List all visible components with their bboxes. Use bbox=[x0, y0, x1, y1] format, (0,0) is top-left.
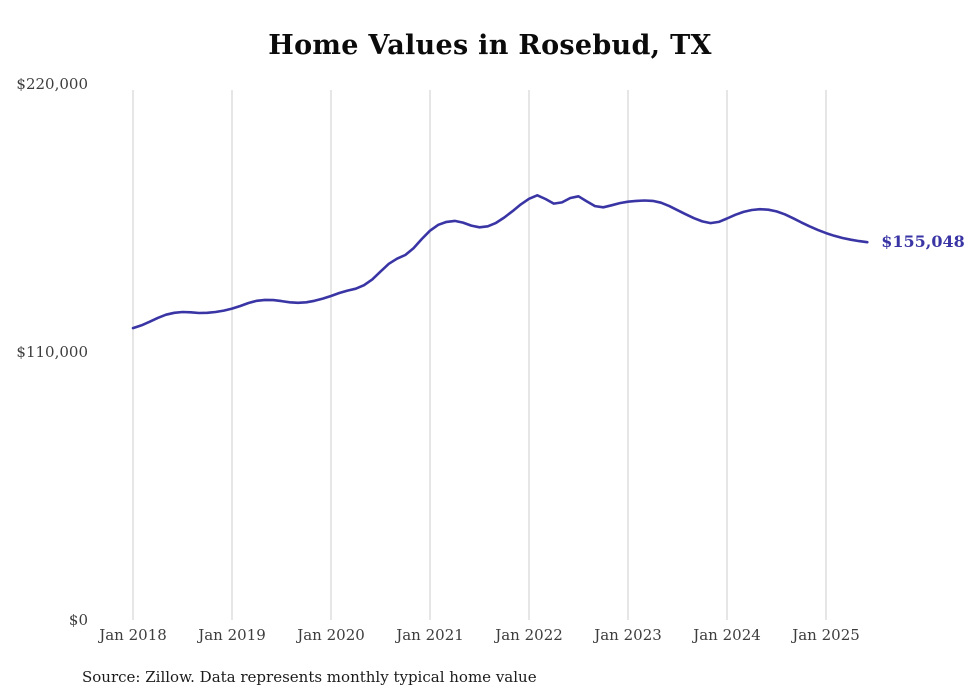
y-axis-tick-label: $110,000 bbox=[16, 343, 88, 361]
x-axis-tick-label: Jan 2023 bbox=[594, 626, 662, 644]
x-axis-tick-label: Jan 2021 bbox=[396, 626, 464, 644]
home-value-line bbox=[131, 194, 869, 330]
y-axis-tick-label: $220,000 bbox=[16, 75, 88, 93]
x-axis-tick-label: Jan 2019 bbox=[198, 626, 266, 644]
x-axis-tick-label: Jan 2024 bbox=[693, 626, 761, 644]
x-axis-tick-label: Jan 2025 bbox=[792, 626, 860, 644]
chart-title: Home Values in Rosebud, TX bbox=[268, 30, 712, 61]
x-axis-tick-label: Jan 2022 bbox=[495, 626, 563, 644]
y-axis-tick-label: $0 bbox=[68, 611, 88, 629]
x-axis-tick-label: Jan 2020 bbox=[297, 626, 365, 644]
x-axis-tick-label: Jan 2018 bbox=[99, 626, 167, 644]
current-value-label: $155,048 bbox=[881, 232, 965, 252]
source-note: Source: Zillow. Data represents monthly … bbox=[82, 668, 537, 686]
